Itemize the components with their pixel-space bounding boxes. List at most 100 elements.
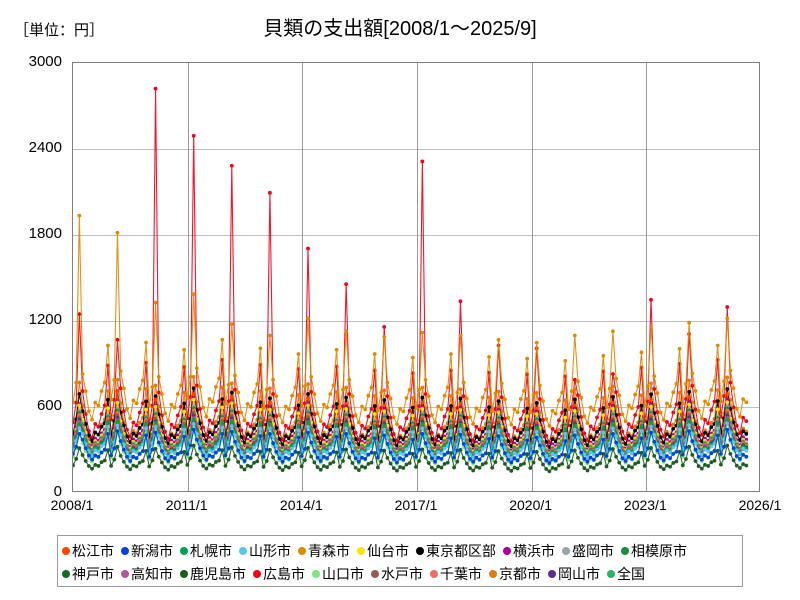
legend-item[interactable]: 横浜市 [503,544,555,558]
series-marker [96,424,101,429]
series-marker [322,433,326,437]
series-marker [560,452,564,457]
series-marker [728,437,733,442]
series-marker [541,446,545,451]
series-marker [356,420,361,425]
series-marker [598,461,603,466]
series-marker [649,325,653,329]
series-marker [579,461,584,466]
series-marker [699,466,704,471]
series-marker [480,416,485,420]
legend-item[interactable]: 松江市 [62,544,114,558]
legend-item[interactable]: 新潟市 [121,544,173,558]
legend-item[interactable]: 水戸市 [371,567,423,581]
series-marker [487,430,491,434]
series-marker [725,417,730,422]
series-marker [350,444,355,448]
legend-label: 相模原市 [631,542,687,559]
series-marker [312,392,317,396]
series-marker [198,458,202,463]
series-marker [471,455,476,460]
series-marker [429,451,434,456]
page-title: 貝類の支出額[2008/1～2025/9] [263,18,537,40]
series-marker [268,432,272,436]
legend-item[interactable]: 山口市 [312,567,364,581]
series-marker [601,413,606,417]
series-marker [458,402,463,406]
legend-item[interactable]: 全国 [607,567,645,581]
legend-item[interactable]: 岡山市 [548,567,600,581]
series-marker [445,385,450,390]
legend-item[interactable]: 札幌市 [180,544,232,558]
series-marker [239,410,244,415]
series-marker [388,450,393,455]
series-marker [595,394,599,399]
series-marker [99,444,104,448]
series-marker [261,406,266,411]
legend-item[interactable]: 京都市 [489,567,541,581]
series-marker [93,453,98,458]
series-marker [499,395,504,400]
series-marker [480,453,485,458]
legend-item[interactable]: 高知市 [121,567,173,581]
series-marker [360,455,364,460]
series-marker [684,381,688,386]
series-marker [229,424,234,428]
legend-item[interactable]: 鹿児島市 [180,567,246,581]
series-marker [633,424,638,429]
series-marker [191,397,196,402]
series-marker [439,465,444,470]
series-marker [401,428,406,432]
series-marker [112,377,117,382]
series-marker [671,422,676,427]
series-marker [522,388,526,393]
series-marker [271,441,275,446]
series-marker [363,465,368,470]
series-marker [99,412,104,416]
series-marker [223,453,228,458]
series-marker [585,455,590,460]
series-marker [404,430,409,434]
series-marker [744,454,749,459]
series-marker [175,452,180,456]
legend-item[interactable]: 盛岡市 [562,544,614,558]
series-marker [731,458,736,463]
series-marker [591,408,596,413]
legend-label: 新潟市 [131,542,173,559]
legend-item[interactable]: 山形市 [239,544,291,558]
series-marker [201,463,206,468]
series-marker [487,413,491,417]
series-marker [233,387,237,392]
series-marker [372,394,377,398]
legend-item[interactable]: 神戸市 [62,567,114,581]
series-marker [306,430,310,435]
series-marker [728,452,733,456]
series-marker [312,449,317,453]
series-marker [725,413,730,418]
series-marker [518,463,523,467]
series-marker [201,453,206,458]
series-marker [220,385,225,390]
series-marker [169,464,174,468]
legend-item[interactable]: 相模原市 [621,544,687,558]
legend-item[interactable]: 東京都区部 [416,544,496,558]
series-marker [258,422,263,426]
series-marker [363,457,368,461]
series-marker [73,454,75,459]
series-marker [166,454,171,459]
legend-item[interactable]: 青森市 [298,544,350,558]
series-marker [344,432,349,436]
series-marker [245,454,250,459]
series-marker [325,465,329,470]
series-marker [738,414,742,419]
legend-item[interactable]: 千葉市 [430,567,482,581]
legend-item[interactable]: 広島市 [253,567,305,581]
series-marker [509,444,514,449]
series-marker [722,379,726,384]
series-marker [290,425,295,429]
series-marker [442,425,447,429]
series-marker [588,435,593,439]
series-marker [706,421,711,426]
series-marker [382,388,387,393]
legend-item[interactable]: 仙台市 [357,544,409,558]
